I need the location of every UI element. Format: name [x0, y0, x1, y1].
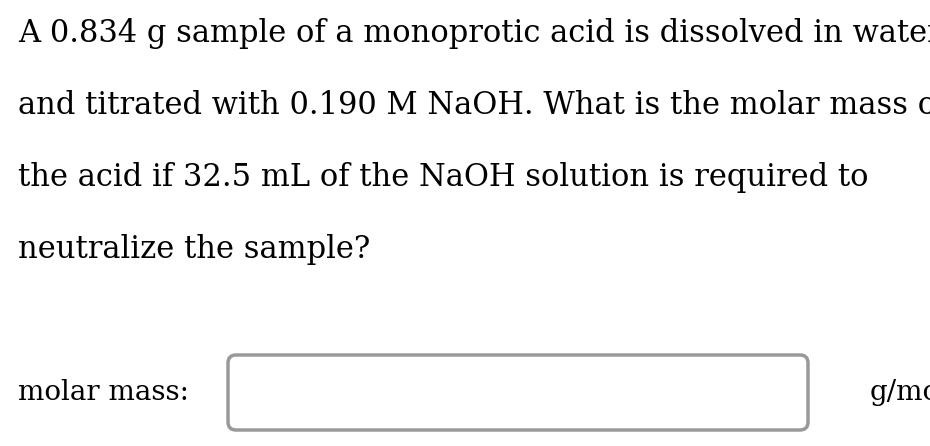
- Text: A 0.834 g sample of a monoprotic acid is dissolved in water: A 0.834 g sample of a monoprotic acid is…: [18, 18, 930, 49]
- Text: molar mass:: molar mass:: [18, 379, 189, 406]
- Text: and titrated with 0.190 M NaOH. What is the molar mass of: and titrated with 0.190 M NaOH. What is …: [18, 90, 930, 121]
- Text: g/mol: g/mol: [870, 379, 930, 406]
- FancyBboxPatch shape: [228, 355, 808, 430]
- Text: neutralize the sample?: neutralize the sample?: [18, 234, 370, 265]
- Text: the acid if 32.5 mL of the NaOH solution is required to: the acid if 32.5 mL of the NaOH solution…: [18, 162, 869, 193]
